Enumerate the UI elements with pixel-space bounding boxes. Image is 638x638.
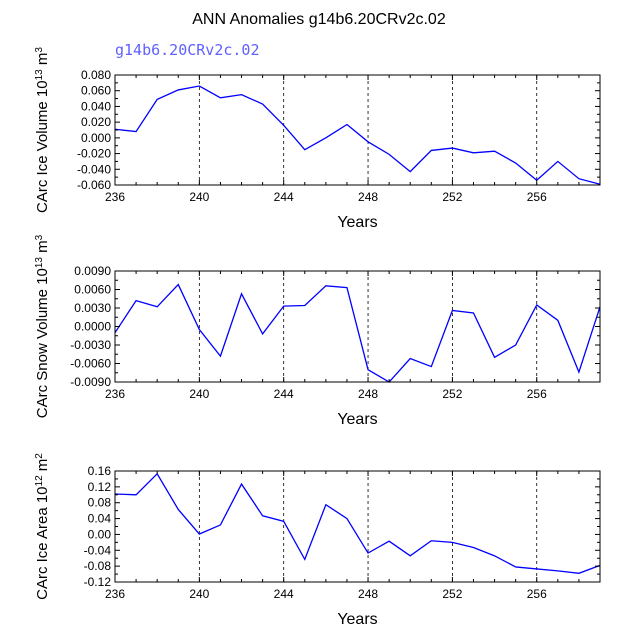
- series-legend-label: g14b6.20CRv2c.02: [115, 41, 260, 59]
- chart-panel-3: 236 240 244 248 252 256-0.12-0.08-0.040.000.0…: [34, 453, 601, 628]
- y-tick-label: 0.020: [81, 115, 111, 129]
- y-tick-label: 0.060: [81, 84, 111, 98]
- x-tick-label: 240: [189, 387, 209, 401]
- panels: 236 240 244 248 252 256 -0.060 -0.040-0.020 0.00…: [34, 41, 601, 628]
- x-tick-label: 240: [189, 190, 209, 204]
- x-tick-label: 236: [105, 190, 125, 204]
- y-tick-label: -0.0030: [70, 338, 111, 352]
- y-tick-label: 0.080: [81, 68, 111, 82]
- y-axis-label: CArc Ice Volume 1013 m3: [34, 47, 52, 213]
- y-tick-label: 0.08: [88, 496, 112, 510]
- y-tick-label: 0.0030: [74, 301, 111, 315]
- y-tick-label: 0.0090: [74, 264, 111, 278]
- x-tick-label: 256: [527, 587, 547, 601]
- x-tick-label: 248: [358, 190, 378, 204]
- x-tick-label: 236: [105, 387, 125, 401]
- y-tick-label: 0.16: [88, 464, 112, 478]
- y-axis-label: CArc Ice Area 1012 m2: [34, 453, 52, 600]
- y-axis-label: CArc Snow Volume 1013 m3: [34, 234, 52, 418]
- x-tick-label: 252: [442, 587, 462, 601]
- y-tick-label: -0.12: [84, 575, 112, 589]
- y-tick-label: -0.08: [84, 559, 112, 573]
- figure-title: ANN Anomalies g14b6.20CRv2c.02: [192, 11, 446, 28]
- x-axis-label: Years: [337, 411, 377, 428]
- y-tick-label: -0.0060: [70, 357, 111, 371]
- x-tick-label: 244: [274, 190, 294, 204]
- x-tick-label: 256: [527, 387, 547, 401]
- series-line: [114, 472, 601, 574]
- x-tick-label: 236: [105, 587, 125, 601]
- y-tick-label: 0.0060: [74, 283, 111, 297]
- x-tick-label: 248: [358, 587, 378, 601]
- y-tick-label: 0.04: [88, 512, 112, 526]
- y-tick-label: 0.12: [88, 480, 112, 494]
- x-axis-label: Years: [337, 611, 377, 628]
- y-tick-label: -0.0090: [70, 375, 111, 389]
- x-tick-label: 244: [274, 387, 294, 401]
- x-tick-label: 256: [527, 190, 547, 204]
- x-tick-label: 252: [442, 387, 462, 401]
- series-line: [114, 85, 601, 185]
- x-tick-label: 244: [274, 587, 294, 601]
- plot-frame: [114, 74, 601, 186]
- series-line: [114, 283, 601, 383]
- chart-panel-1: 236 240 244 248 252 256 -0.060 -0.040-0.020 0.00…: [34, 41, 601, 231]
- y-tick-label: 0.000: [81, 131, 111, 145]
- x-tick-label: 248: [358, 387, 378, 401]
- y-tick-label: -0.060: [77, 178, 111, 192]
- x-tick-label: 240: [189, 587, 209, 601]
- y-tick-label: -0.040: [77, 162, 111, 176]
- y-tick-label: 0.0000: [74, 320, 111, 334]
- y-tick-label: -0.020: [77, 147, 111, 161]
- chart-panel-2: 236 240 244 248 252 256 -0.0090 -0.0060 -0.0030 0…: [34, 234, 601, 428]
- x-axis-label: Years: [337, 214, 377, 231]
- y-tick-label: 0.040: [81, 99, 111, 113]
- y-tick-label: 0.00: [88, 527, 112, 541]
- plot-frame: [114, 470, 601, 583]
- y-tick-label: -0.04: [84, 543, 112, 557]
- x-tick-label: 252: [442, 190, 462, 204]
